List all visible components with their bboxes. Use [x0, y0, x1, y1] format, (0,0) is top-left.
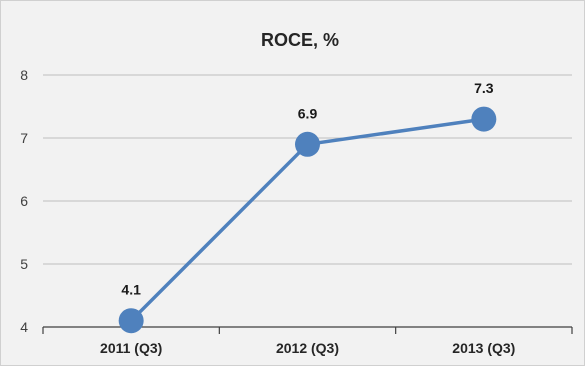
y-tick-label: 5	[20, 256, 28, 272]
gridlines	[43, 74, 572, 265]
series	[118, 106, 497, 334]
x-tick-label: 2011 (Q3)	[100, 340, 162, 356]
y-tick-label: 8	[20, 67, 28, 83]
data-point	[295, 131, 320, 157]
x-tick-label: 2012 (Q3)	[276, 340, 339, 356]
y-tick-label: 4	[20, 319, 28, 335]
data-label: 4.1	[121, 282, 141, 298]
data-point	[118, 308, 144, 334]
data-point	[471, 106, 497, 132]
chart-title: ROCE, %	[261, 30, 339, 50]
y-tick-label: 7	[20, 130, 28, 146]
data-label: 6.9	[298, 105, 318, 121]
x-tick-label: 2013 (Q3)	[452, 340, 515, 356]
data-labels: 4.1 6.9 7.3	[121, 80, 493, 298]
data-label: 7.3	[474, 80, 494, 96]
y-tick-label: 6	[20, 193, 28, 209]
